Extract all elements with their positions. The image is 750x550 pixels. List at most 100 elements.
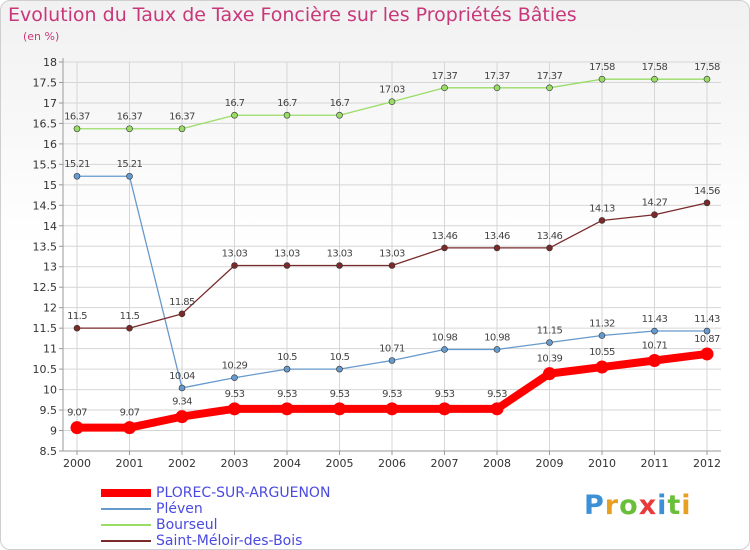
y-tick-label: 8.5 (40, 445, 58, 458)
y-tick-label: 15 (43, 179, 57, 192)
y-tick-label: 14 (43, 220, 57, 233)
data-label: 10.29 (222, 361, 248, 372)
y-tick-label: 16.5 (33, 117, 58, 130)
x-tick-label: 2006 (378, 457, 406, 470)
legend-swatch (101, 540, 151, 542)
data-point (441, 84, 448, 92)
data-label: 17.03 (379, 85, 405, 96)
data-point (336, 262, 343, 269)
data-label: 10.55 (589, 347, 615, 358)
data-point (703, 75, 711, 83)
data-label: 17.58 (694, 62, 720, 73)
data-point (651, 211, 658, 219)
data-label: 9.34 (172, 397, 192, 408)
data-label: 16.37 (169, 112, 195, 123)
data-label: 16.7 (277, 98, 297, 109)
logo-letter: t (667, 490, 682, 521)
y-tick-label: 14.5 (33, 199, 58, 212)
data-label: 13.03 (274, 249, 300, 260)
data-point (70, 421, 84, 435)
data-label: 10.71 (642, 341, 668, 352)
legend-label: Bourseul (156, 517, 218, 533)
y-tick-label: 16 (43, 138, 57, 151)
y-tick-label: 9 (50, 425, 57, 438)
data-point (648, 354, 661, 368)
data-label: 10.98 (432, 332, 458, 343)
data-label: 13.03 (327, 249, 353, 260)
legend-swatch (101, 524, 151, 526)
data-point (493, 346, 501, 353)
data-point (178, 310, 186, 318)
data-point (438, 402, 451, 416)
y-tick-label: 10.5 (33, 363, 58, 376)
y-tick-label: 12.5 (33, 281, 58, 294)
x-tick-label: 2005 (326, 457, 354, 470)
data-point (123, 421, 136, 435)
logo-letter: r (604, 490, 620, 521)
data-point (231, 374, 238, 382)
x-tick-label: 2009 (536, 457, 564, 470)
y-tick-label: 11 (43, 343, 57, 356)
data-point (178, 384, 186, 392)
x-tick-label: 2008 (483, 457, 511, 470)
legend-swatch (101, 489, 151, 497)
data-point (73, 324, 81, 332)
data-point (178, 125, 186, 133)
y-tick-label: 13.5 (33, 240, 58, 253)
data-label: 10.39 (537, 354, 563, 365)
data-label: 17.37 (432, 71, 458, 82)
x-tick-label: 2010 (588, 457, 616, 470)
y-tick-label: 9.5 (40, 404, 58, 417)
y-tick-label: 15.5 (33, 158, 58, 171)
data-point (231, 262, 238, 269)
data-label: 13.46 (484, 231, 510, 242)
data-point (280, 402, 294, 416)
chart-unit-label: (en %) (23, 30, 60, 43)
logo-letter: P (584, 490, 605, 521)
data-point (493, 244, 501, 252)
data-label: 11.85 (169, 297, 195, 308)
x-tick-label: 2003 (221, 457, 249, 470)
data-label: 11.5 (120, 311, 140, 322)
data-label: 16.37 (117, 112, 143, 123)
data-label: 13.46 (432, 231, 458, 242)
data-label: 9.53 (487, 389, 507, 400)
data-label: 13.03 (379, 249, 405, 260)
data-label: 9.53 (330, 389, 350, 400)
data-label: 17.58 (642, 62, 668, 73)
data-label: 15.21 (117, 159, 143, 170)
data-point (703, 327, 711, 335)
data-label: 9.07 (120, 408, 140, 419)
logo-letter: o (619, 490, 639, 521)
data-label: 13.03 (222, 249, 248, 260)
data-point (598, 217, 606, 224)
y-tick-label: 12 (43, 302, 57, 315)
data-point (231, 111, 238, 119)
x-tick-label: 2002 (168, 457, 196, 470)
x-tick-label: 2004 (273, 457, 301, 470)
data-point (388, 98, 396, 106)
data-label: 16.7 (225, 98, 245, 109)
data-label: 16.7 (330, 98, 350, 109)
y-tick-label: 13 (43, 261, 57, 274)
data-label: 11.32 (589, 319, 615, 330)
data-point (493, 84, 501, 92)
data-point (283, 111, 291, 119)
data-point (388, 357, 396, 364)
data-point (703, 199, 711, 207)
x-tick-label: 2000 (63, 457, 91, 470)
legend-label: PLOREC-SUR-ARGUENON (156, 485, 331, 501)
data-point (441, 244, 448, 252)
x-tick-label: 2012 (693, 457, 721, 470)
data-label: 16.37 (64, 112, 90, 123)
data-point (546, 244, 553, 252)
data-point (700, 347, 714, 361)
logo-letter: i (657, 490, 668, 521)
data-label: 10.71 (379, 344, 405, 355)
data-label: 13.46 (537, 231, 563, 242)
y-tick-label: 17.5 (33, 76, 58, 89)
data-point (333, 402, 346, 416)
logo-letter: x (638, 490, 658, 521)
